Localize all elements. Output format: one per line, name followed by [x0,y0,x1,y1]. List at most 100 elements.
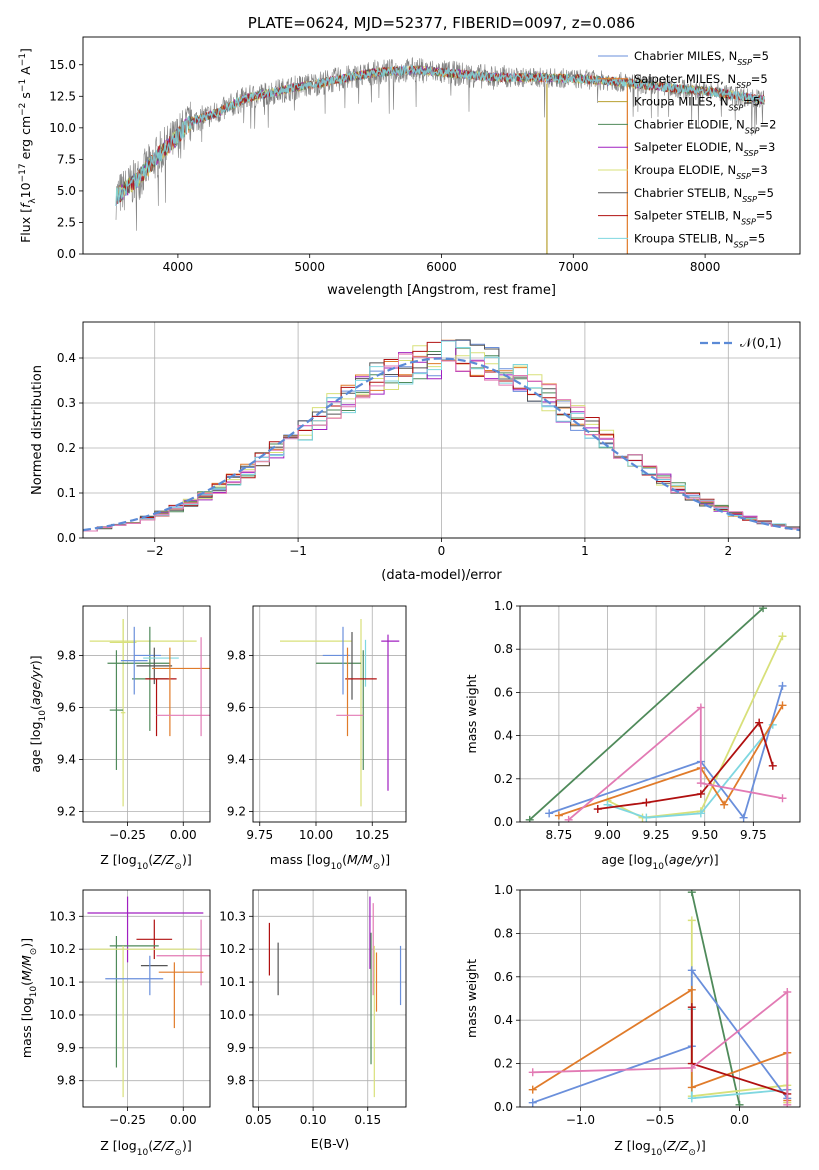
label-part: M/M [347,852,373,867]
label-part: ] [18,48,33,53]
legend-label: Chabrier STELIB, NSSP=5 [634,186,774,204]
y-tick-label: 10.3 [49,909,76,923]
x-axis-label: E(B-V) [311,1136,350,1151]
weight-point-marker [528,1068,537,1077]
x-tick-label: 9.00 [594,828,621,842]
y-tick-label: 9.8 [57,648,76,662]
x-tick-label: 0.15 [354,1113,381,1127]
legend-label: Salpeter MILES, NSSP=5 [634,72,768,90]
x-tick-label: 0.0 [730,1113,749,1127]
x-tick-label: 9.75 [740,828,767,842]
weight-point-marker [687,1063,696,1072]
y-tick-label: 10.3 [219,909,246,923]
y-tick-label: 0.4 [494,729,513,743]
x-tick-label: 0.10 [300,1113,327,1127]
label-part: ( [148,1138,153,1153]
label-part: mass [log [270,852,331,867]
label-part: )] [182,852,192,867]
weight-point-marker [687,1094,696,1103]
label-part: ( [19,981,34,986]
chart-title: PLATE=0624, MJD=52377, FIBERID=0097, z=0… [248,14,635,32]
y-tick-label: 10.1 [49,975,76,989]
errorbar-group [280,619,400,807]
y-tick-label: 0.8 [494,642,513,656]
label-part: Flux [ [18,208,33,243]
weight-series-line [690,892,741,1105]
errorbar-group [268,896,402,1098]
y-tick-label: 0.2 [494,772,513,786]
weight-point-marker [783,987,792,996]
weight-point-marker [778,632,787,641]
y-tick-label: 9.8 [227,1074,246,1088]
weight-point-marker [528,1098,537,1107]
label-part: ( [342,852,347,867]
x-tick-label: 0.05 [245,1113,272,1127]
x-tick-label: 1 [581,544,589,558]
label-part: )] [19,938,34,948]
x-tick-label: 9.50 [691,828,718,842]
x-tick-label: 0 [438,544,446,558]
x-tick-label: −0.25 [109,1113,146,1127]
weight-point-marker [696,789,705,798]
x-tick-label: −0.5 [645,1113,674,1127]
legend-label-base: Kroupa STELIB, N [634,231,734,245]
weight-point-marker [739,813,748,822]
y-axis-label: age [log10(age/yr)] [28,655,48,772]
label-part: Z [log [100,852,136,867]
label-part: 10 [38,710,48,722]
y-tick-label: 9.2 [57,805,76,819]
y-tick-label: 9.8 [57,1074,76,1088]
y-tick-label: 10.2 [49,942,76,956]
label-part: 10 [137,1148,149,1158]
y-axis-label: Flux [fλ10−17 erg cm−2 s−1 A−1] [18,48,38,243]
y-tick-label: 1.0 [494,883,513,897]
weight-point-marker [528,1085,537,1094]
model-spectrum [115,64,765,207]
x-tick-label: 0.00 [170,828,197,842]
label-part: )] [709,852,719,867]
y-tick-label: 5.0 [57,184,76,198]
y-tick-label: 0.6 [494,685,513,699]
weight-point-marker [755,718,764,727]
label-part: )] [380,852,390,867]
weight-point-marker [687,966,696,975]
weight-point-marker [778,794,787,803]
weight-point-marker [593,805,602,814]
legend-label-tail: =2 [760,117,777,131]
y-tick-label: 9.4 [57,753,76,767]
label-part: s [18,92,33,103]
y-axis-label: mass [log10(M/M⊙)] [19,938,39,1058]
label-part: )] [182,1138,192,1153]
label-part: −1 [18,53,28,66]
weight-series-line [607,635,784,819]
y-tick-label: 0.2 [494,1057,513,1071]
weight-point-marker [687,890,696,897]
y-tick-label: 0.4 [494,1013,513,1027]
y-tick-label: 9.9 [227,1041,246,1055]
axes-frame [252,605,407,823]
y-tick-label: 9.9 [57,1041,76,1055]
y-tick-label: 9.2 [227,805,246,819]
legend-label-base: Kroupa ELODIE, N [634,163,736,177]
y-tick-label: 10.0 [49,121,76,135]
x-axis-label: Z [log10(Z/Z⊙)] [100,852,191,872]
weight-point-marker [545,809,554,818]
label-part: )] [696,1138,706,1153]
legend-label: Kroupa ELODIE, NSSP=3 [634,163,768,181]
label-part: age/yr [28,664,43,705]
y-tick-label: 15.0 [49,58,76,72]
label-part: ⊙ [688,1148,696,1158]
x-tick-label: 9.75 [246,828,273,842]
x-axis-label: (data-model)/error [381,568,502,583]
label-part: mass [log [19,997,34,1058]
label-part: Z [log [614,1138,650,1153]
y-tick-label: 0.0 [494,815,513,829]
label-part: 10 [651,1148,663,1158]
weight-series-line [529,607,764,821]
legend-label: Chabrier MILES, NSSP=5 [634,49,769,67]
axes-frame [252,889,407,1108]
label-part: ⊙ [174,1148,182,1158]
legend-label-base: Salpeter ELODIE, N [634,140,744,154]
y-axis-label: Normed distribution [30,365,45,495]
